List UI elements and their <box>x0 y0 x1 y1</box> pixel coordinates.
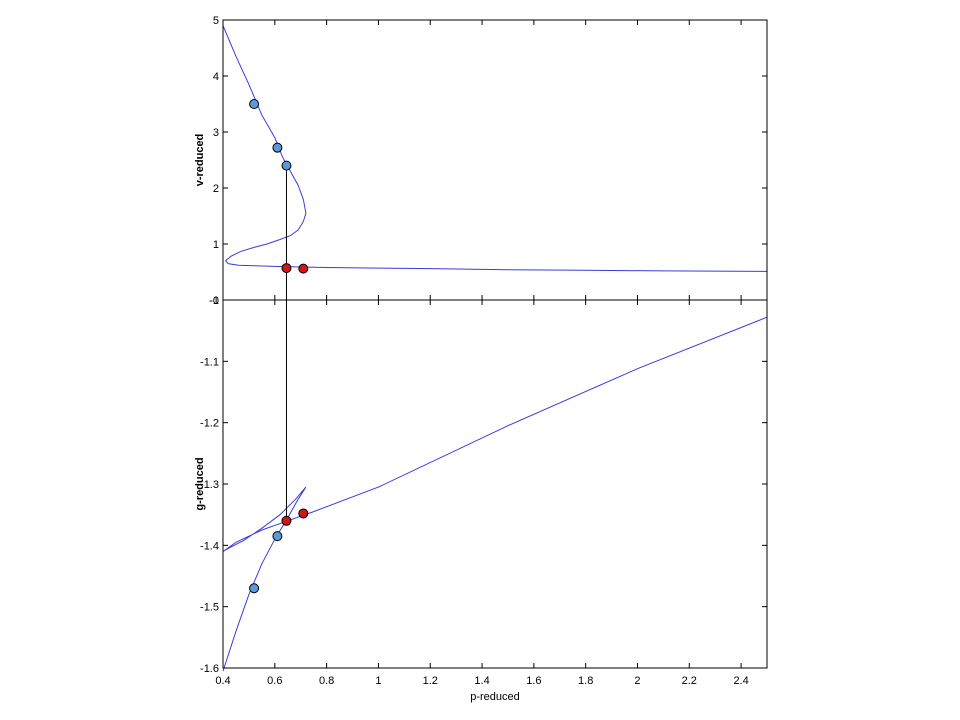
top-plot-markers <box>249 99 309 274</box>
bottom-x-ticks: 0.4 0.6 0.8 1 1.2 1.4 1.6 1.8 2 2.2 2.4 <box>215 300 749 687</box>
bottom-x-axis-label: p-reduced <box>470 691 520 703</box>
top-marker-point <box>281 160 292 171</box>
bottom-x-tick-label: 1.4 <box>474 675 489 687</box>
bottom-y-tick-label: -1.1 <box>200 356 219 368</box>
bottom-x-tick-label: 2.2 <box>682 675 697 687</box>
top-y-tick-label: 2 <box>213 183 219 195</box>
top-y-axis-label: v-reduced <box>194 134 206 187</box>
top-y-tick-label: 4 <box>213 71 219 83</box>
bottom-x-tick-label: 1.2 <box>423 675 438 687</box>
top-y-tick-label: 3 <box>213 127 219 139</box>
bottom-marker-point <box>249 583 260 594</box>
bottom-plot-frame <box>222 299 768 669</box>
top-marker-point <box>249 99 260 109</box>
top-y-tick-label: 1 <box>213 239 219 251</box>
top-plot-frame <box>222 19 768 301</box>
bottom-y-axis-label: g-reduced <box>194 457 206 510</box>
bottom-x-tick-label: 1.6 <box>526 675 541 687</box>
bottom-x-tick-label: 1 <box>375 675 381 687</box>
bottom-marker-point <box>281 515 292 526</box>
bottom-x-tick-label: 2.4 <box>733 675 748 687</box>
bottom-plot-markers <box>249 508 309 594</box>
bottom-y-tick-label: -1.4 <box>200 540 219 552</box>
bottom-y-tick-label: -1.6 <box>200 663 219 675</box>
bottom-y-tick-label: -1.3 <box>200 479 219 491</box>
top-marker-point <box>281 263 292 274</box>
top-panel: -0 1 2 3 4 5 v-reduced <box>194 15 768 307</box>
top-marker-point <box>298 263 309 274</box>
bottom-x-tick-label: 2 <box>634 675 640 687</box>
bottom-y-ticks: -1 -1.1 -1.2 -1.3 -1.4 -1.5 -1.6 <box>200 295 767 675</box>
bottom-x-tick-label: 0.8 <box>319 675 334 687</box>
bottom-x-tick-label: 1.8 <box>578 675 593 687</box>
bottom-plot-lines <box>222 316 768 672</box>
top-marker-point <box>272 142 283 153</box>
bottom-marker-point <box>298 508 309 519</box>
top-y-ticks: -0 1 2 3 4 5 <box>209 15 767 307</box>
bottom-x-tick-label: 0.6 <box>267 675 282 687</box>
top-series-line-0 <box>222 25 768 272</box>
top-y-tick-label: -0 <box>209 295 219 307</box>
bottom-y-tick-label: -1.2 <box>200 418 219 430</box>
top-plot-lines <box>222 25 768 272</box>
bottom-panel: -1 -1.1 -1.2 -1.3 -1.4 -1.5 -1.6 0.4 0.6 0.8 1 1.2… <box>194 295 768 703</box>
bottom-y-tick-label: -1 <box>209 295 219 307</box>
bottom-y-tick-label: -1.5 <box>200 602 219 614</box>
bottom-marker-point <box>272 531 283 542</box>
bottom-series-line-0 <box>222 316 768 672</box>
top-y-tick-label: 5 <box>213 15 219 27</box>
bottom-x-tick-label: 0.4 <box>215 675 230 687</box>
